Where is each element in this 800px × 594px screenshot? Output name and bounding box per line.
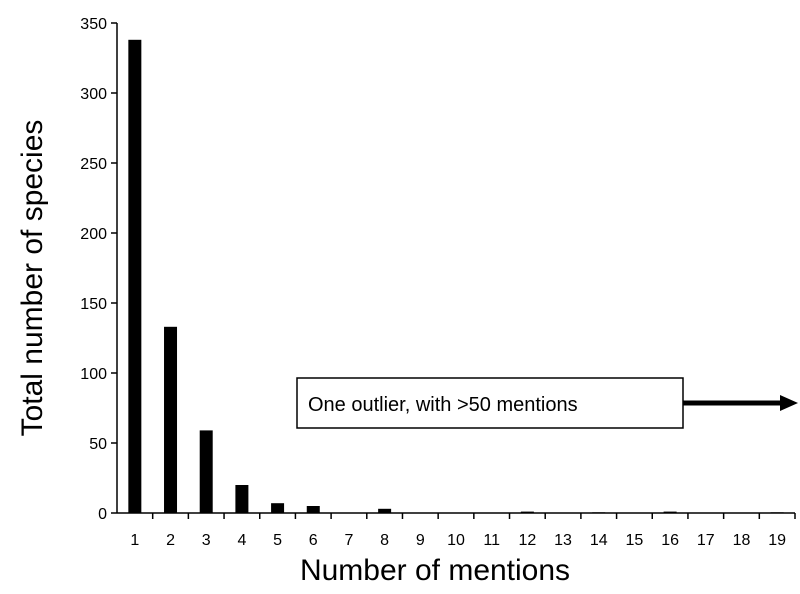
y-tick-label: 0 xyxy=(98,506,107,523)
x-tick-label: 17 xyxy=(697,532,715,549)
x-tick-label: 11 xyxy=(483,532,500,549)
x-tick-label: 8 xyxy=(380,532,389,549)
x-tick-label: 10 xyxy=(447,532,465,549)
y-tick-label: 200 xyxy=(80,226,107,243)
bar-1 xyxy=(128,39,142,514)
bar-5 xyxy=(271,503,285,513)
bar-6 xyxy=(306,506,320,513)
x-tick-label: 15 xyxy=(626,532,644,549)
y-axis-title: Total number of species xyxy=(16,120,49,437)
bars xyxy=(128,39,784,514)
x-tick-label: 9 xyxy=(416,532,425,549)
y-tick-label: 350 xyxy=(80,16,107,33)
bar-2 xyxy=(164,326,178,513)
x-axis-title: Number of mentions xyxy=(300,554,570,587)
x-tick-label: 18 xyxy=(733,532,751,549)
x-tick-label: 5 xyxy=(273,532,282,549)
x-tick-label: 12 xyxy=(518,532,536,549)
x-tick-label: 3 xyxy=(202,532,211,549)
annotation-arrow-head xyxy=(780,395,798,411)
bar-3 xyxy=(199,430,213,513)
x-tick-label: 6 xyxy=(309,532,318,549)
y-tick-label: 50 xyxy=(89,436,107,453)
y-tick-label: 250 xyxy=(80,156,107,173)
x-tick-label: 16 xyxy=(661,532,679,549)
x-tick-label: 7 xyxy=(344,532,353,549)
x-tick-label: 13 xyxy=(554,532,572,549)
x-tick-label: 2 xyxy=(166,532,175,549)
x-tick-label: 4 xyxy=(237,532,246,549)
outlier-annotation: One outlier, with >50 mentions xyxy=(296,377,798,429)
y-tick-label: 150 xyxy=(80,296,107,313)
bar-8 xyxy=(378,508,392,513)
x-tick-label: 19 xyxy=(768,532,786,549)
y-axis-ticks: 0 50 100 150 200 250 300 350 xyxy=(80,16,117,523)
annotation-box xyxy=(296,377,684,429)
bar-4 xyxy=(235,485,249,513)
x-tick-label: 1 xyxy=(130,532,139,549)
x-axis-ticks: 1 2 3 4 5 6 7 8 9 10 11 12 13 14 15 16 17 18 19 xyxy=(130,513,796,549)
y-tick-label: 300 xyxy=(80,86,107,103)
annotation-text: One outlier, with >50 mentions xyxy=(308,394,578,416)
x-tick-label: 14 xyxy=(590,532,608,549)
y-tick-label: 100 xyxy=(80,366,107,383)
